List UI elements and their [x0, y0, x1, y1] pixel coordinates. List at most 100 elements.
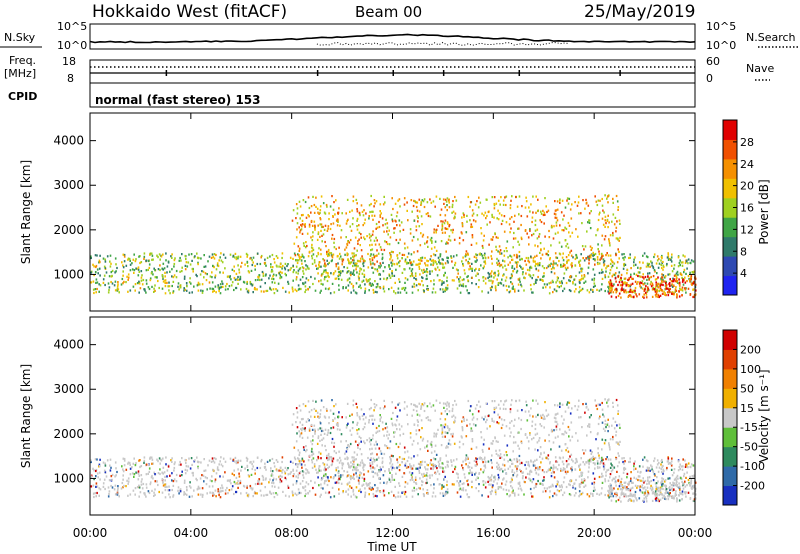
- echo-cell: [502, 284, 505, 287]
- echo-cell: [123, 280, 125, 283]
- echo-cell: [154, 473, 156, 476]
- echo-cell: [295, 493, 298, 497]
- echo-cell: [567, 470, 569, 473]
- colorbar-tick-label: 20: [740, 180, 754, 193]
- echo-cell: [372, 495, 375, 498]
- echo-cell: [404, 281, 406, 284]
- echo-cell: [547, 254, 550, 257]
- echo-cell: [362, 264, 365, 268]
- echo-cell: [477, 286, 480, 289]
- echo-cell: [98, 471, 101, 474]
- echo-cell: [394, 423, 396, 426]
- echo-cell: [442, 220, 444, 223]
- echo-cell: [311, 247, 314, 250]
- echo-cell: [573, 290, 576, 293]
- echo-cell: [368, 236, 371, 239]
- echo-cell: [552, 485, 554, 488]
- echo-cell: [588, 262, 590, 265]
- echo-cell: [213, 257, 216, 260]
- echo-cell: [324, 444, 326, 448]
- echo-cell: [543, 272, 545, 275]
- echo-cell: [532, 232, 535, 236]
- echo-cell: [178, 463, 181, 466]
- echo-cell: [466, 418, 468, 421]
- echo-cell: [164, 281, 166, 285]
- echo-cell: [650, 275, 652, 279]
- echo-cell: [643, 296, 645, 299]
- echo-cell: [383, 248, 386, 252]
- echo-cell: [471, 473, 473, 476]
- echo-cell: [352, 217, 354, 220]
- echo-cell: [246, 459, 248, 462]
- echo-cell: [474, 203, 477, 206]
- echo-cell: [512, 287, 514, 290]
- echo-cell: [446, 480, 448, 483]
- echo-cell: [435, 228, 438, 231]
- echo-cell: [583, 248, 585, 251]
- echo-cell: [638, 282, 641, 285]
- echo-cell: [117, 281, 119, 284]
- echo-cell: [439, 255, 442, 258]
- echo-cell: [171, 256, 173, 259]
- echo-cell: [466, 275, 468, 279]
- echo-cell: [665, 264, 668, 267]
- echo-cell: [337, 219, 339, 222]
- echo-cell: [297, 457, 299, 460]
- echo-cell: [511, 266, 513, 269]
- echo-cell: [219, 496, 222, 499]
- echo-cell: [566, 199, 568, 202]
- echo-cell: [393, 290, 395, 293]
- echo-cell: [559, 198, 561, 201]
- echo-cell: [570, 217, 573, 220]
- echo-cell: [467, 260, 469, 263]
- echo-cell: [237, 482, 239, 485]
- echo-cell: [459, 480, 462, 483]
- echo-cell: [355, 496, 358, 499]
- echo-cell: [357, 242, 359, 245]
- echo-cell: [179, 270, 181, 273]
- echo-cell: [382, 261, 384, 264]
- echo-cell: [316, 255, 318, 258]
- echo-cell: [601, 459, 603, 462]
- echo-cell: [430, 259, 433, 262]
- echo-cell: [302, 242, 305, 245]
- echo-cell: [501, 482, 503, 485]
- echo-cell: [486, 427, 488, 430]
- echo-cell: [694, 277, 697, 280]
- echo-cell: [550, 262, 552, 265]
- echo-cell: [206, 273, 208, 276]
- echo-cell: [573, 278, 575, 281]
- echo-cell: [259, 278, 261, 282]
- echo-cell: [133, 473, 136, 476]
- echo-cell: [399, 224, 401, 227]
- echo-cell: [522, 267, 524, 270]
- echo-cell: [116, 285, 119, 288]
- echo-cell: [580, 471, 582, 474]
- echo-cell: [164, 285, 167, 288]
- echo-cell: [305, 288, 307, 291]
- echo-cell: [260, 278, 263, 281]
- echo-cell: [520, 214, 523, 218]
- echo-cell: [169, 270, 171, 273]
- echo-cell: [415, 467, 417, 470]
- echo-cell: [103, 265, 106, 268]
- echo-cell: [511, 265, 514, 268]
- echo-cell: [281, 271, 283, 274]
- echo-cell: [337, 471, 340, 474]
- echo-cell: [661, 266, 663, 270]
- echo-cell: [333, 246, 336, 249]
- echo-cell: [681, 480, 683, 483]
- echo-cell: [577, 201, 580, 204]
- echo-cell: [441, 258, 444, 261]
- echo-cell: [623, 462, 625, 465]
- echo-cell: [551, 279, 554, 282]
- echo-cell: [402, 286, 405, 290]
- echo-cell: [433, 435, 435, 438]
- echo-cell: [556, 279, 559, 282]
- echo-cell: [349, 485, 351, 488]
- echo-cell: [376, 239, 378, 242]
- echo-cell: [631, 282, 634, 285]
- echo-cell: [498, 265, 501, 268]
- echo-cell: [544, 286, 547, 289]
- echo-cell: [422, 475, 424, 478]
